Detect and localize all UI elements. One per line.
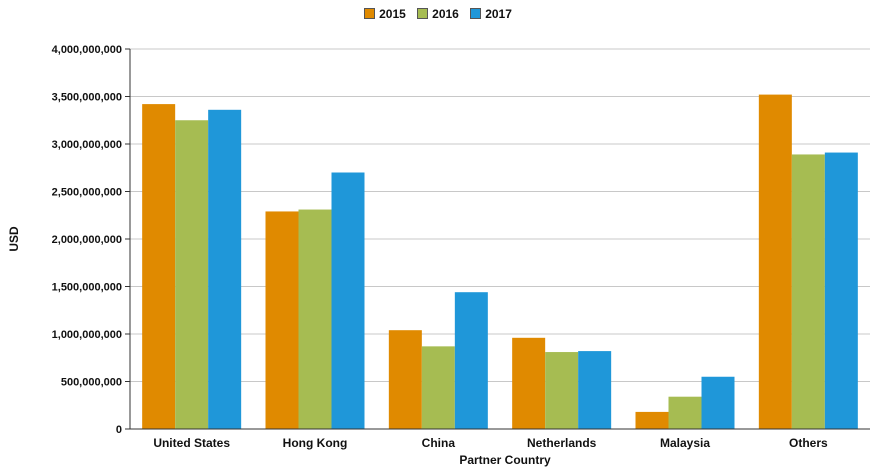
legend-label-2015: 2015 [379,6,406,21]
x-axis-title: Partner Country [459,453,551,467]
bar-2015-others [758,94,792,429]
y-tick-label: 0 [116,424,122,436]
legend-item-2015: 2015 [364,7,406,21]
bar-2016-netherlands [545,352,579,429]
bar-2015-china [388,330,422,429]
legend-item-2016: 2016 [417,7,459,21]
bar-2017-netherlands [578,351,612,429]
legend-label-2017: 2017 [485,6,512,21]
bar-2017-china [454,292,488,429]
bars [142,94,858,430]
y-tick-label: 3,000,000,000 [52,139,122,151]
y-tick-label: 2,000,000,000 [52,234,122,246]
bar-2017-malaysia [701,376,735,429]
bar-2017-others [824,152,858,430]
y-axis-title: USD [7,226,21,252]
y-tick-label: 3,500,000,000 [52,92,122,104]
gridlines [130,48,870,382]
legend-swatch-2016 [417,7,429,19]
x-tick-label: Hong Kong [283,436,348,450]
legend-swatch-2015 [364,7,376,19]
x-tick-labels: United States Hong Kong China Netherlands Ma… [153,436,828,450]
bar-2017-united-states [208,109,242,430]
bar-2015-netherlands [512,337,546,429]
y-tick-label: 1,500,000,000 [52,282,122,294]
legend-swatch-2017 [470,7,482,19]
y-tick-label: 1,000,000,000 [52,329,122,341]
x-tick-label: Netherlands [527,436,597,450]
y-tick-label: 2,500,000,000 [52,187,122,199]
x-tick-label: United States [153,436,230,450]
bar-2016-malaysia [668,396,702,429]
bar-2016-china [421,346,455,429]
bar-2017-hong-kong [331,172,365,429]
y-tick-labels: 0 500,000,000 1,000,000,000 1,500,000,000 2,… [52,44,130,436]
legend-item-2017: 2017 [470,7,512,21]
bar-2016-hong-kong [298,209,332,429]
chart-legend: 2015 2016 2017 [0,6,876,21]
x-tick-label: China [422,436,456,450]
legend-label-2016: 2016 [432,6,459,21]
bar-2015-united-states [142,104,176,429]
x-tick-label: Malaysia [660,436,710,450]
y-tick-label: 500,000,000 [61,377,122,389]
bar-2015-hong-kong [265,211,299,429]
bar-2016-others [791,154,825,429]
bar-2015-malaysia [635,411,669,429]
x-tick-label: Others [789,436,828,450]
bar-2016-united-states [175,120,209,429]
y-tick-label: 4,000,000,000 [52,44,122,56]
